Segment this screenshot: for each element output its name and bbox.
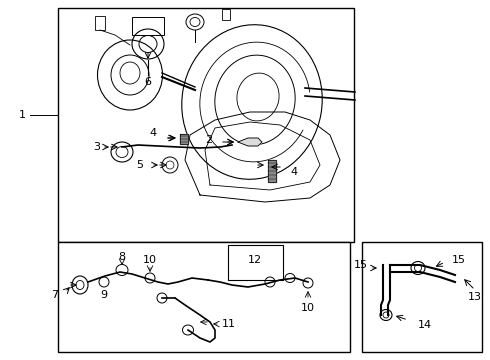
Polygon shape [268, 160, 276, 182]
Bar [58, 242, 350, 352]
Text: 6: 6 [145, 77, 151, 87]
Text: 3: 3 [93, 142, 100, 152]
Bar [132, 17, 164, 35]
Text: 14: 14 [418, 320, 432, 330]
Text: 10: 10 [301, 303, 315, 313]
Text: 2: 2 [205, 135, 212, 145]
Text: 5: 5 [136, 160, 143, 170]
Text: 7: 7 [51, 290, 58, 300]
Polygon shape [180, 134, 188, 144]
Text: 4: 4 [290, 167, 297, 177]
Polygon shape [238, 138, 262, 146]
Text: 9: 9 [100, 290, 108, 300]
Text: 15: 15 [354, 260, 368, 270]
Bar [222, 9, 230, 20]
Text: 4: 4 [150, 128, 157, 138]
Text: 8: 8 [119, 252, 125, 262]
Text: 13: 13 [468, 292, 482, 302]
Bar [228, 245, 283, 280]
Text: 1: 1 [19, 110, 25, 120]
Bar [95, 16, 105, 30]
Bar [58, 8, 354, 242]
Bar [362, 242, 482, 352]
Text: 11: 11 [222, 319, 236, 329]
Text: 15: 15 [452, 255, 466, 265]
Text: 10: 10 [143, 255, 157, 265]
Text: 12: 12 [248, 255, 262, 265]
